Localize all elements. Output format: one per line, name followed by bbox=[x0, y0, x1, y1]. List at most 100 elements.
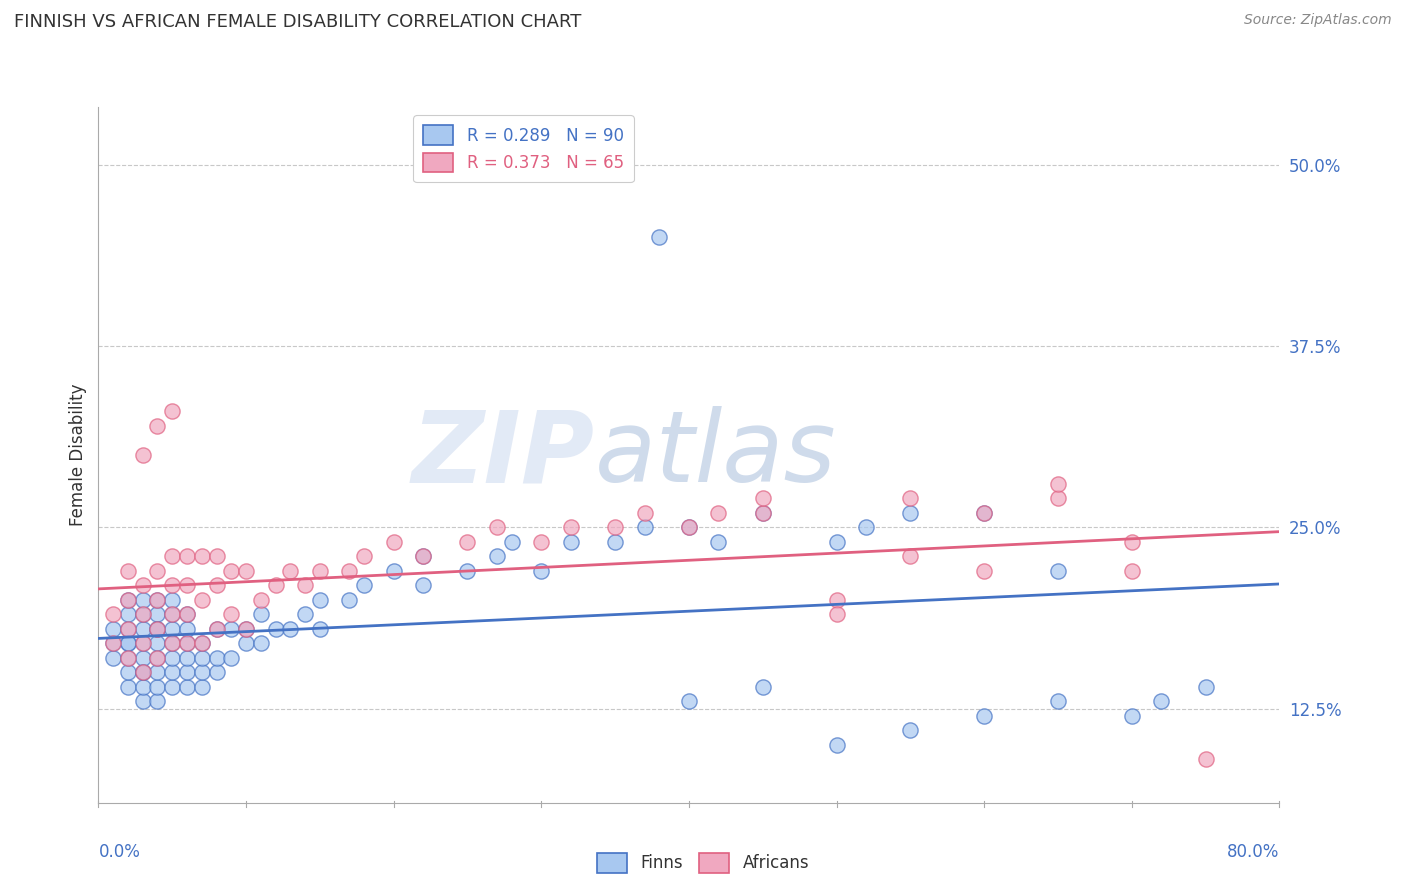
Point bbox=[825, 592, 848, 607]
Point bbox=[176, 622, 198, 636]
Point bbox=[751, 491, 773, 506]
Point bbox=[146, 564, 169, 578]
Point bbox=[235, 564, 257, 578]
Point bbox=[176, 636, 198, 650]
Point bbox=[146, 636, 169, 650]
Text: 0.0%: 0.0% bbox=[98, 843, 141, 861]
Point bbox=[162, 607, 183, 622]
Point bbox=[117, 592, 139, 607]
Point bbox=[973, 506, 995, 520]
Point bbox=[353, 549, 375, 564]
Point bbox=[973, 708, 995, 723]
Point bbox=[412, 549, 434, 564]
Point bbox=[103, 636, 125, 650]
Point bbox=[678, 694, 700, 708]
Point bbox=[117, 622, 139, 636]
Point bbox=[146, 622, 169, 636]
Point bbox=[486, 549, 509, 564]
Y-axis label: Female Disability: Female Disability bbox=[69, 384, 87, 526]
Point bbox=[146, 694, 169, 708]
Point bbox=[309, 622, 332, 636]
Point bbox=[132, 607, 155, 622]
Point bbox=[337, 564, 360, 578]
Point bbox=[382, 535, 405, 549]
Point bbox=[825, 738, 848, 752]
Point bbox=[117, 564, 139, 578]
Point bbox=[132, 592, 155, 607]
Point bbox=[146, 419, 169, 434]
Point bbox=[605, 520, 627, 534]
Point bbox=[132, 665, 155, 680]
Point bbox=[456, 564, 478, 578]
Point bbox=[309, 564, 332, 578]
Point bbox=[117, 665, 139, 680]
Point bbox=[412, 578, 434, 592]
Point bbox=[132, 665, 155, 680]
Point bbox=[162, 578, 183, 592]
Point bbox=[205, 651, 228, 665]
Point bbox=[176, 636, 198, 650]
Point bbox=[264, 578, 287, 592]
Point bbox=[191, 636, 214, 650]
Point bbox=[751, 506, 773, 520]
Point bbox=[648, 230, 671, 244]
Point bbox=[132, 578, 155, 592]
Point bbox=[825, 607, 848, 622]
Point bbox=[176, 665, 198, 680]
Point bbox=[205, 578, 228, 592]
Point bbox=[973, 564, 995, 578]
Point bbox=[751, 506, 773, 520]
Legend: R = 0.289   N = 90, R = 0.373   N = 65: R = 0.289 N = 90, R = 0.373 N = 65 bbox=[413, 115, 634, 182]
Text: atlas: atlas bbox=[595, 407, 837, 503]
Point bbox=[1046, 491, 1069, 506]
Point bbox=[1121, 708, 1143, 723]
Point bbox=[264, 622, 287, 636]
Point bbox=[219, 564, 242, 578]
Point bbox=[132, 651, 155, 665]
Point bbox=[678, 520, 700, 534]
Point bbox=[162, 592, 183, 607]
Point bbox=[117, 680, 139, 694]
Point bbox=[191, 680, 214, 694]
Text: Source: ZipAtlas.com: Source: ZipAtlas.com bbox=[1244, 13, 1392, 28]
Point bbox=[191, 665, 214, 680]
Point bbox=[162, 651, 183, 665]
Point bbox=[146, 665, 169, 680]
Point bbox=[973, 506, 995, 520]
Point bbox=[117, 622, 139, 636]
Point bbox=[219, 622, 242, 636]
Point bbox=[1150, 694, 1173, 708]
Point bbox=[205, 622, 228, 636]
Point bbox=[117, 651, 139, 665]
Point bbox=[294, 578, 316, 592]
Point bbox=[132, 680, 155, 694]
Point bbox=[751, 680, 773, 694]
Point bbox=[633, 506, 655, 520]
Point bbox=[162, 607, 183, 622]
Legend: Finns, Africans: Finns, Africans bbox=[591, 847, 815, 880]
Point bbox=[146, 680, 169, 694]
Point bbox=[146, 622, 169, 636]
Point bbox=[294, 607, 316, 622]
Point bbox=[176, 680, 198, 694]
Point bbox=[191, 636, 214, 650]
Point bbox=[146, 607, 169, 622]
Point bbox=[707, 506, 730, 520]
Point bbox=[132, 622, 155, 636]
Point bbox=[205, 549, 228, 564]
Point bbox=[530, 535, 553, 549]
Point bbox=[103, 636, 125, 650]
Point bbox=[176, 549, 198, 564]
Point bbox=[309, 592, 332, 607]
Point bbox=[235, 622, 257, 636]
Point bbox=[176, 651, 198, 665]
Point bbox=[560, 535, 582, 549]
Point bbox=[456, 535, 478, 549]
Point bbox=[103, 622, 125, 636]
Point bbox=[146, 651, 169, 665]
Point bbox=[1046, 694, 1069, 708]
Point bbox=[132, 607, 155, 622]
Point bbox=[162, 404, 183, 418]
Point bbox=[117, 636, 139, 650]
Point bbox=[191, 651, 214, 665]
